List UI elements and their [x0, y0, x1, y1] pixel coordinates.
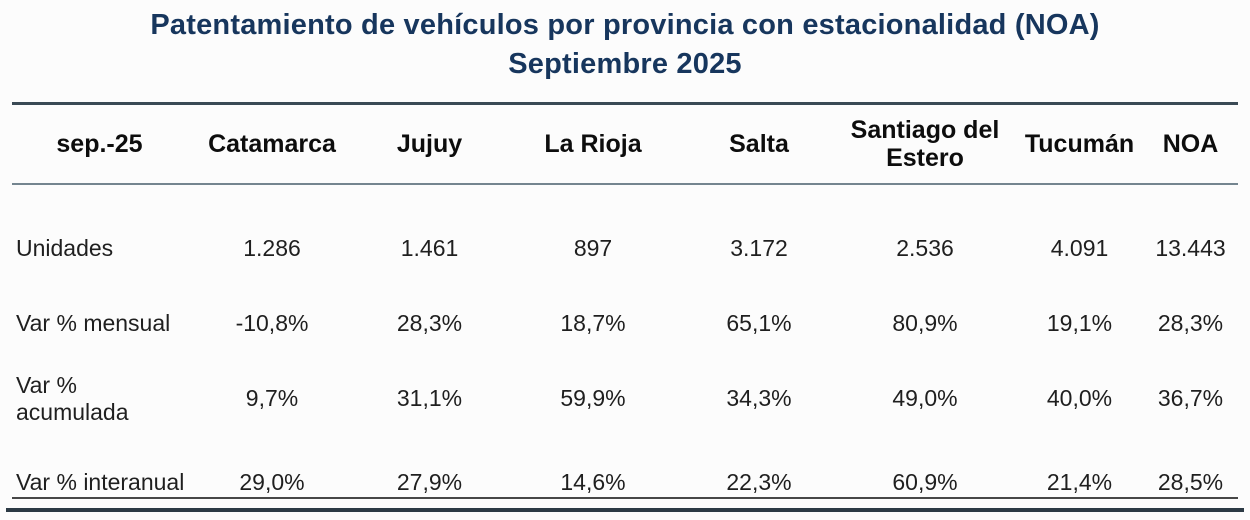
cell-acumulada-la-rioja: 59,9% [560, 385, 626, 411]
column-header-santiago-del-estero: Santiago del Estero [834, 103, 1016, 185]
column-header-salta: Salta [684, 103, 834, 185]
cell-interanual-jujuy: 27,9% [357, 436, 502, 499]
cell-mensual-catamarca: -10,8% [235, 310, 309, 336]
page-title: Patentamiento de vehículos por provincia… [0, 6, 1250, 84]
cell-interanual-salta: 22,3% [684, 436, 834, 499]
cell-mensual-santiago: 80,9% [892, 310, 958, 336]
cell-acumulada-noa: 36,7% [1157, 385, 1224, 411]
cell-unidades-jujuy: 1.461 [400, 235, 459, 261]
cell-acumulada-catamarca: 9,7% [245, 385, 299, 411]
cell-mensual-noa: 28,3% [1157, 310, 1224, 336]
provinces-table: sep.-25 Catamarca Jujuy La Rioja Salta S… [12, 102, 1238, 499]
page-title-line2: Septiembre 2025 [508, 48, 742, 80]
column-header-jujuy: Jujuy [357, 103, 502, 185]
cell-interanual-santiago: 60,9% [834, 436, 1016, 499]
cell-unidades-la-rioja: 897 [573, 235, 613, 261]
cell-unidades-santiago: 2.536 [896, 235, 954, 261]
cell-interanual-noa: 28,5% [1143, 436, 1238, 499]
cell-unidades-noa: 13.443 [1155, 235, 1226, 261]
table-row-var-acumulada: Var % acumulada 9,7% 31,1% 59,9% 34,3% 4… [12, 361, 1238, 436]
cell-acumulada-jujuy: 31,1% [396, 385, 463, 411]
cell-mensual-salta: 65,1% [726, 310, 792, 336]
table-row-var-mensual: Var % mensual -10,8% 28,3% 18,7% 65,1% 8… [12, 286, 1238, 361]
cell-unidades-salta: 3.172 [730, 235, 788, 261]
cell-interanual-tucuman: 21,4% [1016, 436, 1143, 499]
cell-unidades-catamarca: 1.286 [243, 235, 301, 261]
table-header-row: sep.-25 Catamarca Jujuy La Rioja Salta S… [12, 103, 1238, 185]
cell-unidades-tucuman: 4.091 [1050, 235, 1109, 261]
column-header-la-rioja: La Rioja [502, 103, 684, 185]
row-label: Var % interanual [12, 436, 187, 499]
cell-acumulada-salta: 34,3% [726, 385, 792, 411]
column-header-noa: NOA [1143, 103, 1238, 185]
spacer-row [12, 184, 1238, 211]
row-label: Var % acumulada [16, 371, 129, 425]
table-row-unidades: Unidades 1.286 1.461 897 3.172 2.536 4.0… [12, 211, 1238, 286]
row-label: Var % mensual [16, 310, 171, 336]
table-row-var-interanual: Var % interanual 29,0% 27,9% 14,6% 22,3%… [12, 436, 1238, 499]
column-header-period: sep.-25 [12, 103, 187, 185]
column-header-catamarca: Catamarca [187, 103, 357, 185]
cell-mensual-tucuman: 19,1% [1046, 310, 1113, 336]
row-label: Unidades [16, 235, 114, 261]
cell-mensual-jujuy: 28,3% [396, 310, 463, 336]
cell-acumulada-tucuman: 40,0% [1046, 385, 1113, 411]
column-header-tucuman: Tucumán [1016, 103, 1143, 185]
cell-mensual-la-rioja: 18,7% [560, 310, 626, 336]
page-title-line1: Patentamiento de vehículos por provincia… [150, 9, 1100, 41]
cell-interanual-catamarca: 29,0% [187, 436, 357, 499]
cell-acumulada-santiago: 49,0% [892, 385, 958, 411]
cell-interanual-la-rioja: 14,6% [502, 436, 684, 499]
table-bottom-rule [6, 508, 1244, 512]
